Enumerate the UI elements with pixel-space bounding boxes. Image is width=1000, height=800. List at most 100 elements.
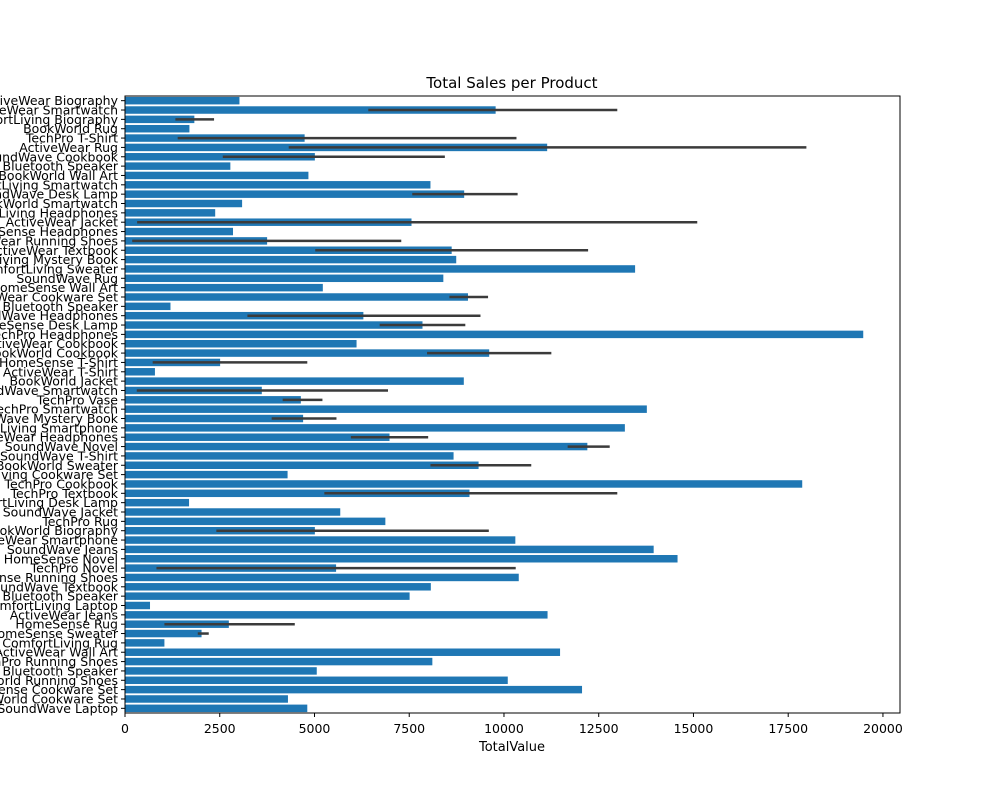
y-tick-label: ComfortLiving Sweater [0, 261, 119, 276]
bar [125, 498, 190, 507]
y-tick-label: TechPro Rug [41, 514, 118, 529]
y-tick-label: ComfortLiving Laptop [0, 598, 118, 613]
bar [125, 667, 317, 675]
bar [125, 676, 508, 685]
y-tick-label: BookWorld Running Shoes [0, 673, 118, 688]
bar [125, 349, 490, 357]
bar [125, 592, 410, 600]
bar [125, 330, 864, 339]
bar [125, 246, 452, 254]
y-tick-label: SoundWave Textbook [0, 579, 119, 594]
bar [125, 573, 519, 582]
bar [125, 555, 678, 563]
y-tick-label: TechPro Vase [36, 392, 119, 407]
x-tick-label: 12500 [579, 721, 619, 736]
y-tick-label: Bluetooth Speaker [3, 663, 119, 678]
y-tick-label: SoundWave Headphones [0, 308, 118, 323]
y-tick-label: ActiveWear T-Shirt [3, 364, 118, 379]
y-tick-label: ActiveWear Smartwatch [0, 103, 118, 118]
bar [125, 695, 288, 703]
bar [125, 115, 195, 124]
x-tick-label: 0 [121, 721, 129, 736]
bar [125, 368, 155, 376]
y-tick-label: SoundWave Rug [16, 271, 118, 286]
y-tick-label: HomeSense Cookware Set [0, 682, 118, 697]
y-tick-label: BookWorld Biography [0, 523, 119, 538]
y-tick-label: ActiveWear Jeans [10, 607, 118, 622]
chart-title: Total Sales per Product [425, 74, 597, 92]
bar [125, 171, 309, 180]
y-tick-label: ComfortLiving Headphones [0, 205, 118, 220]
y-tick-label: ActiveWear Running Shoes [0, 233, 118, 248]
y-tick-label: BookWorld Rug [23, 121, 118, 136]
errorbars-group [132, 108, 807, 635]
y-tick-label: HomeSense Novel [4, 551, 118, 566]
y-tick-label: ActiveWear Biography [0, 93, 119, 108]
bar [125, 517, 386, 526]
x-tick-label: 20000 [863, 721, 903, 736]
bar [125, 255, 457, 264]
y-tick-label: HomeSense Running Shoes [0, 570, 118, 585]
y-tick-label: SoundWave Cookbook [0, 149, 119, 164]
bar [125, 461, 479, 470]
y-tick-label: SoundWave Laptop [0, 701, 118, 716]
y-tick-label: ActiveWear Cookbook [0, 336, 119, 351]
bar [125, 489, 470, 498]
x-axis-label: TotalValue [478, 740, 545, 755]
bar [125, 704, 308, 713]
bar [125, 648, 561, 656]
y-tick-label: ActiveWear Headphones [0, 430, 118, 445]
y-tick-label: Bluetooth Speaker [3, 299, 119, 314]
y-tick-label: SoundWave T-Shirt [0, 448, 118, 463]
y-tick-label: SoundWave Jacket [3, 505, 118, 520]
y-tick-label: TechPro Cookbook [3, 476, 118, 491]
y-tick-label: BookWorld Cookware Set [0, 691, 118, 706]
bar [125, 639, 165, 647]
x-tick-label: 2500 [204, 721, 236, 736]
y-tick-label: ActiveWear Jacket [6, 215, 118, 230]
bar [125, 283, 323, 292]
bar [125, 442, 588, 451]
y-tick-label: ComfortLiving Smartwatch [0, 177, 118, 192]
y-tick-label: TechPro Textbook [9, 486, 118, 501]
bar [125, 657, 433, 666]
y-tick-label: BookWorld Cookbook [0, 346, 119, 361]
y-tick-label: ActiveWear Textbook [0, 243, 119, 258]
y-tick-label: TechPro Smartwatch [0, 402, 118, 417]
y-tick-label: SoundWave Jeans [7, 542, 118, 557]
y-tick-label: BookWorld Jacket [9, 374, 118, 389]
bar [125, 480, 803, 488]
y-tick-label: TechPro Novel [30, 561, 118, 576]
y-tick-label: ActiveWear Smartphone [0, 533, 118, 548]
y-tick-label: ComfortLiving Mystery Book [0, 252, 119, 267]
bar [125, 96, 240, 105]
y-tick-label: TechPro Headphones [0, 327, 118, 342]
y-tick-labels-group: ActiveWear BiographyActiveWear Smartwatc… [0, 93, 125, 716]
x-axis-group: 0 2500 5000 7500 10000 12500 15000 17500 20000 [121, 713, 903, 736]
y-tick-label: HomeSense Desk Lamp [0, 318, 118, 333]
bar [125, 209, 216, 217]
bar [125, 545, 654, 554]
bar [125, 583, 431, 591]
bar [125, 396, 301, 404]
y-tick-label: TechPro Running Shoes [0, 654, 118, 669]
bar [125, 536, 516, 544]
y-tick-label: ComfortLiving Smartphone [0, 420, 118, 435]
y-tick-label: Bluetooth Speaker [3, 589, 119, 604]
bar [125, 470, 288, 479]
x-tick-label: 10000 [484, 721, 524, 736]
x-tick-label: 7500 [393, 721, 425, 736]
y-tick-label: BookWorld Wall Art [0, 168, 118, 183]
bar [125, 321, 423, 329]
y-tick-label: ActiveWear Wall Art [0, 645, 118, 660]
bar [125, 153, 315, 161]
bar [125, 452, 454, 460]
plot-frame [124, 95, 901, 714]
bar [125, 199, 243, 208]
y-tick-label: ComfortLiving Biography [0, 112, 119, 127]
y-tick-label: BookWorld Smartwatch [0, 196, 118, 211]
bar [125, 274, 444, 283]
bar [125, 611, 548, 619]
y-tick-label: ActiveWear Cookware Set [0, 289, 118, 304]
y-tick-label: ComfortLiving Desk Lamp [0, 495, 118, 510]
